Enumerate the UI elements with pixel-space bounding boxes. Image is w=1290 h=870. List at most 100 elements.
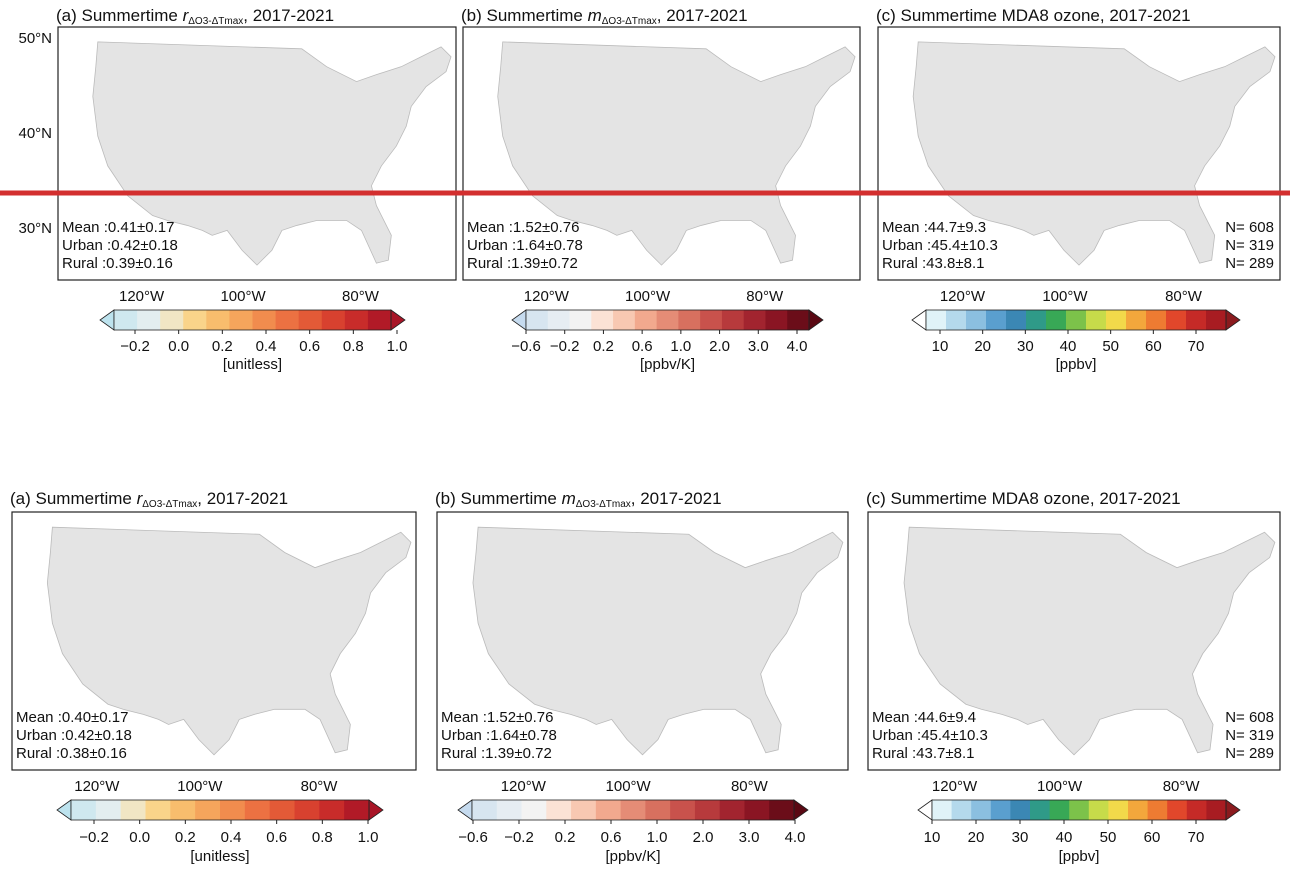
colorbar-unit: [unitless] xyxy=(190,848,249,865)
colorbar-segment xyxy=(744,800,770,820)
colorbar-segment xyxy=(170,800,196,820)
title-prefix: (c) Summertime MDA8 ozone, 2017-2021 xyxy=(876,6,1191,25)
colorbar-segment xyxy=(1106,310,1127,330)
colorbar-tick-label: 1.0 xyxy=(670,338,691,355)
lat-label: 50°N xyxy=(18,30,52,47)
lon-label: 100°W xyxy=(220,288,266,305)
colorbar-tick-label: −0.6 xyxy=(458,829,488,846)
colorbar-high-arrow xyxy=(1225,799,1241,821)
lon-label: 120°W xyxy=(524,288,570,305)
panel-title: (b) Summertime mΔO3-ΔTmax, 2017-2021 xyxy=(461,6,748,26)
stat-n: N= 608 xyxy=(1225,709,1274,726)
colorbar-high-arrow xyxy=(808,309,824,331)
colorbar-segment xyxy=(1146,310,1167,330)
colorbar-segment xyxy=(546,800,572,820)
colorbar-tick-label: 2.0 xyxy=(709,338,730,355)
colorbar-tick-label: 0.4 xyxy=(256,338,277,355)
colorbar-segment xyxy=(1049,800,1070,820)
colorbar-segment xyxy=(1088,800,1109,820)
colorbar-segment xyxy=(229,310,253,330)
colorbar-frame xyxy=(471,799,795,821)
title-suffix: , 2017-2021 xyxy=(657,6,748,25)
stat-mean: Mean :44.7±9.3 xyxy=(882,219,986,236)
title-subscript: ΔO3-ΔTmax xyxy=(602,16,657,27)
panel-title: (a) Summertime rΔO3-ΔTmax, 2017-2021 xyxy=(10,489,288,509)
stat-urban: Urban :45.4±10.3 xyxy=(882,237,998,254)
colorbar-tick-label: 20 xyxy=(968,829,985,846)
colorbar-tick-label: 70 xyxy=(1188,338,1205,355)
colorbar-tick-label: −0.6 xyxy=(511,338,541,355)
colorbar-tick-label: −0.2 xyxy=(504,829,534,846)
stat-rural: Rural :43.7±8.1 xyxy=(872,745,974,762)
colorbar-segment xyxy=(71,800,97,820)
colorbar-segment xyxy=(1086,310,1107,330)
colorbar-tick-label: 3.0 xyxy=(739,829,760,846)
colorbar-segment xyxy=(700,310,723,330)
stat-urban: Urban :1.64±0.78 xyxy=(441,727,557,744)
title-prefix: (a) Summertime xyxy=(56,6,183,25)
lon-label: 120°W xyxy=(501,778,547,795)
colorbar-segment xyxy=(344,310,369,330)
colorbar-segment xyxy=(547,310,570,330)
colorbar-segment xyxy=(971,800,992,820)
colorbar-segment xyxy=(946,310,967,330)
title-prefix: (c) Summertime MDA8 ozone, 2017-2021 xyxy=(866,489,1181,508)
colorbar-segment xyxy=(1186,310,1207,330)
colorbar-tick-label: 50 xyxy=(1102,338,1119,355)
lon-label: 80°W xyxy=(1163,778,1201,795)
lon-label: 100°W xyxy=(177,778,223,795)
colorbar-unit: [ppbv/K] xyxy=(605,848,660,865)
stat-urban: Urban :1.64±0.78 xyxy=(467,237,583,254)
colorbar-tick-label: 60 xyxy=(1145,338,1162,355)
colorbar-tick-label: 40 xyxy=(1056,829,1073,846)
stat-urban: Urban :0.42±0.18 xyxy=(62,237,178,254)
title-symbol: m xyxy=(588,6,602,25)
stat-n-urban: N= 319 xyxy=(1225,727,1274,744)
lon-label: 80°W xyxy=(342,288,380,305)
stat-urban: Urban :45.4±10.3 xyxy=(872,727,988,744)
panels: (a) Summertime rΔO3-ΔTmax, 2017-202150°N… xyxy=(10,6,1281,865)
colorbar-tick-label: 10 xyxy=(924,829,941,846)
colorbar-frame xyxy=(925,309,1227,331)
panel: (c) Summertime MDA8 ozone, 2017-2021 120°… xyxy=(876,6,1281,373)
colorbar-segment xyxy=(719,800,745,820)
colorbar-segment xyxy=(966,310,987,330)
stat-mean: Mean :0.40±0.17 xyxy=(16,709,128,726)
lon-label: 100°W xyxy=(1042,288,1088,305)
colorbar-low-arrow xyxy=(56,799,72,821)
lon-label: 100°W xyxy=(1037,778,1083,795)
colorbar-segment xyxy=(206,310,230,330)
colorbar-tick-label: 0.6 xyxy=(299,338,320,355)
stat-n: N= 608 xyxy=(1225,219,1274,236)
panel-title: (c) Summertime MDA8 ozone, 2017-2021 xyxy=(876,6,1191,25)
colorbar-segment xyxy=(319,800,345,820)
colorbar-segment xyxy=(472,800,498,820)
colorbar-tick-label: 0.8 xyxy=(343,338,364,355)
colorbar-segment xyxy=(1126,310,1147,330)
colorbar-tick-label: 0.0 xyxy=(129,829,150,846)
colorbar-segment xyxy=(990,800,1011,820)
colorbar-high-arrow xyxy=(1225,309,1241,331)
colorbar-segment xyxy=(932,800,952,820)
lon-label: 120°W xyxy=(940,288,986,305)
colorbar-segment xyxy=(496,800,522,820)
lon-label: 100°W xyxy=(606,778,652,795)
stat-urban: Urban :0.42±0.18 xyxy=(16,727,132,744)
colorbar-segment xyxy=(571,800,597,820)
colorbar-segment xyxy=(656,310,679,330)
colorbar-segment xyxy=(569,310,592,330)
colorbar-frame xyxy=(525,309,810,331)
colorbar-segment xyxy=(634,310,658,330)
lon-label: 100°W xyxy=(625,288,671,305)
colorbar-tick-label: 50 xyxy=(1100,829,1117,846)
title-symbol: r xyxy=(183,6,190,25)
stat-rural: Rural :43.8±8.1 xyxy=(882,255,984,272)
colorbar-segment xyxy=(1206,310,1227,330)
colorbar-frame xyxy=(70,799,370,821)
colorbar-segment xyxy=(1128,800,1148,820)
lat-label: 30°N xyxy=(18,220,52,237)
colorbar-segment xyxy=(743,310,766,330)
panel-title: (b) Summertime mΔO3-ΔTmax, 2017-2021 xyxy=(435,489,722,509)
title-suffix: , 2017-2021 xyxy=(197,489,288,508)
